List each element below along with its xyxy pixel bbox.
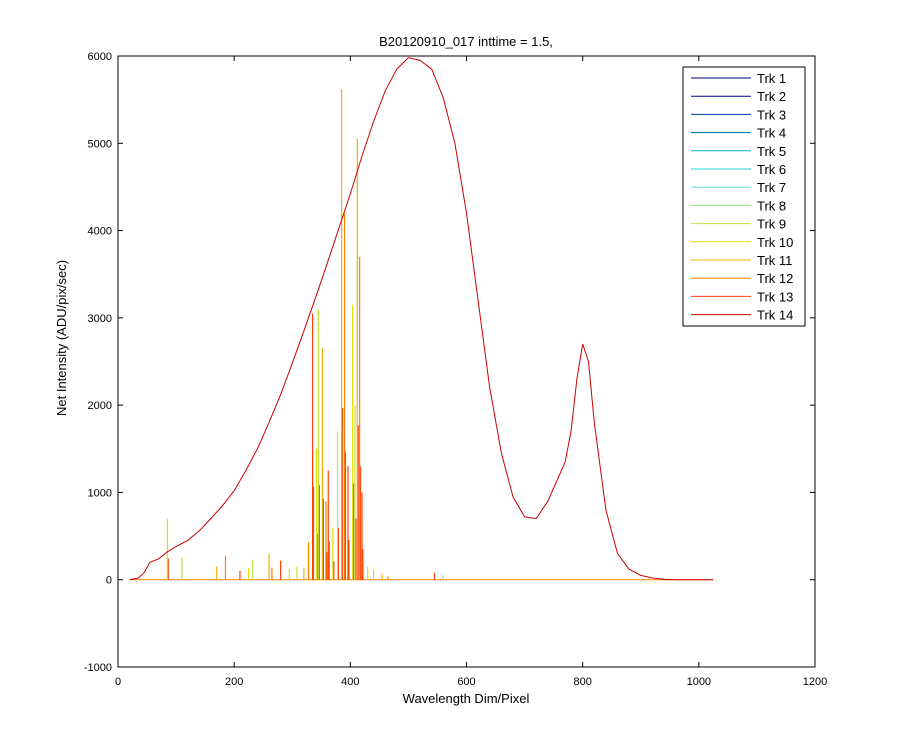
x-tick-label: 1200 bbox=[803, 676, 827, 688]
y-tick-label: 5000 bbox=[88, 138, 112, 150]
x-tick-label: 400 bbox=[341, 676, 359, 688]
legend-label: Trk 7 bbox=[757, 180, 786, 195]
legend-label: Trk 5 bbox=[757, 144, 786, 159]
legend: Trk 1 Trk 2 Trk 3 Trk 4 Trk 5 Trk 6 Trk 7 Trk 8… bbox=[682, 66, 806, 327]
chart-title: B20120910_017 inttime = 1.5, bbox=[379, 34, 553, 49]
legend-label: Trk 6 bbox=[757, 162, 786, 177]
legend-label: Trk 8 bbox=[757, 198, 786, 213]
legend-label: Trk 10 bbox=[757, 235, 793, 250]
series-layer bbox=[129, 57, 714, 581]
legend-label: Trk 1 bbox=[757, 71, 786, 86]
legend-label: Trk 12 bbox=[757, 271, 793, 286]
y-tick-label: 3000 bbox=[88, 313, 112, 325]
axis-ticks: 0 200 400 600 800 1000 1200-100001000200030004… bbox=[84, 51, 827, 688]
y-axis-label: Net Intensity (ADU/pix/sec) bbox=[54, 260, 69, 416]
y-tick-label: 1000 bbox=[88, 487, 112, 499]
legend-box bbox=[682, 66, 806, 327]
series-line-trk-14 bbox=[129, 57, 714, 581]
y-tick-label: 4000 bbox=[88, 226, 112, 238]
y-tick-label: 6000 bbox=[88, 51, 112, 63]
x-tick-label: 1000 bbox=[687, 676, 711, 688]
x-tick-label: 200 bbox=[225, 676, 243, 688]
legend-label: Trk 9 bbox=[757, 217, 786, 232]
legend-label: Trk 11 bbox=[757, 253, 792, 268]
x-tick-label: 0 bbox=[115, 676, 121, 688]
x-axis-label: Wavelength Dim/Pixel bbox=[403, 691, 530, 706]
legend-label: Trk 14 bbox=[757, 308, 793, 323]
y-tick-label: 0 bbox=[106, 575, 112, 587]
legend-label: Trk 2 bbox=[757, 89, 786, 104]
x-tick-label: 600 bbox=[457, 676, 475, 688]
legend-label: Trk 4 bbox=[757, 126, 786, 141]
y-tick-label: -1000 bbox=[84, 662, 112, 674]
legend-label: Trk 3 bbox=[757, 107, 786, 122]
x-tick-label: 800 bbox=[573, 676, 591, 688]
y-tick-label: 2000 bbox=[88, 400, 112, 412]
legend-label: Trk 13 bbox=[757, 289, 793, 304]
